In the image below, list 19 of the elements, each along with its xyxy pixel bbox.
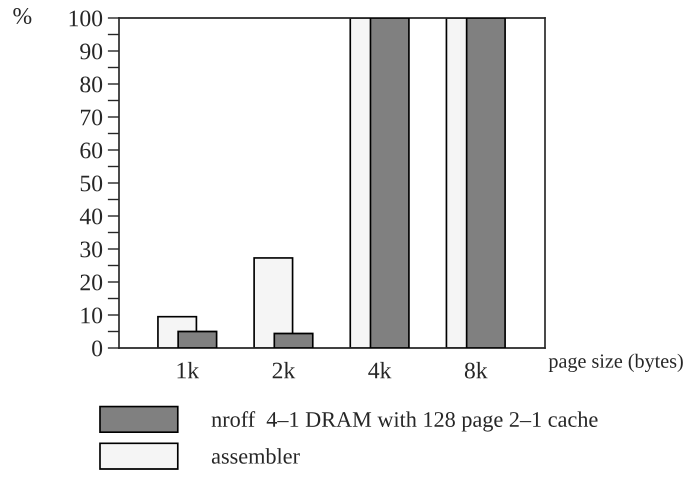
y-tick-label: 60 <box>80 142 102 158</box>
y-tick-label: 70 <box>80 109 102 126</box>
y-tick-label: 80 <box>80 76 102 92</box>
y-tick-label: 50 <box>80 175 102 192</box>
x-axis-title: page size (bytes) <box>548 354 683 372</box>
y-tick-label: 90 <box>80 43 102 60</box>
y-tick-label: 100 <box>70 10 102 26</box>
x-tick-label: 8k <box>464 362 488 379</box>
x-tick-label: 2k <box>272 362 296 378</box>
y-tick-label: 30 <box>80 241 102 258</box>
legend-label: assembler <box>212 448 300 464</box>
y-tick-label: 40 <box>80 208 102 224</box>
legend-label: nroff 4–1 DRAM with 128 page 2–1 cache <box>212 411 598 432</box>
x-tick-label: 1k <box>178 362 200 378</box>
x-tick-label: 4k <box>368 362 392 378</box>
y-axis-title: % <box>13 8 32 24</box>
y-tick-label: 20 <box>80 274 102 290</box>
y-tick-label: 10 <box>81 307 102 324</box>
y-tick-label: 0 <box>92 340 102 356</box>
